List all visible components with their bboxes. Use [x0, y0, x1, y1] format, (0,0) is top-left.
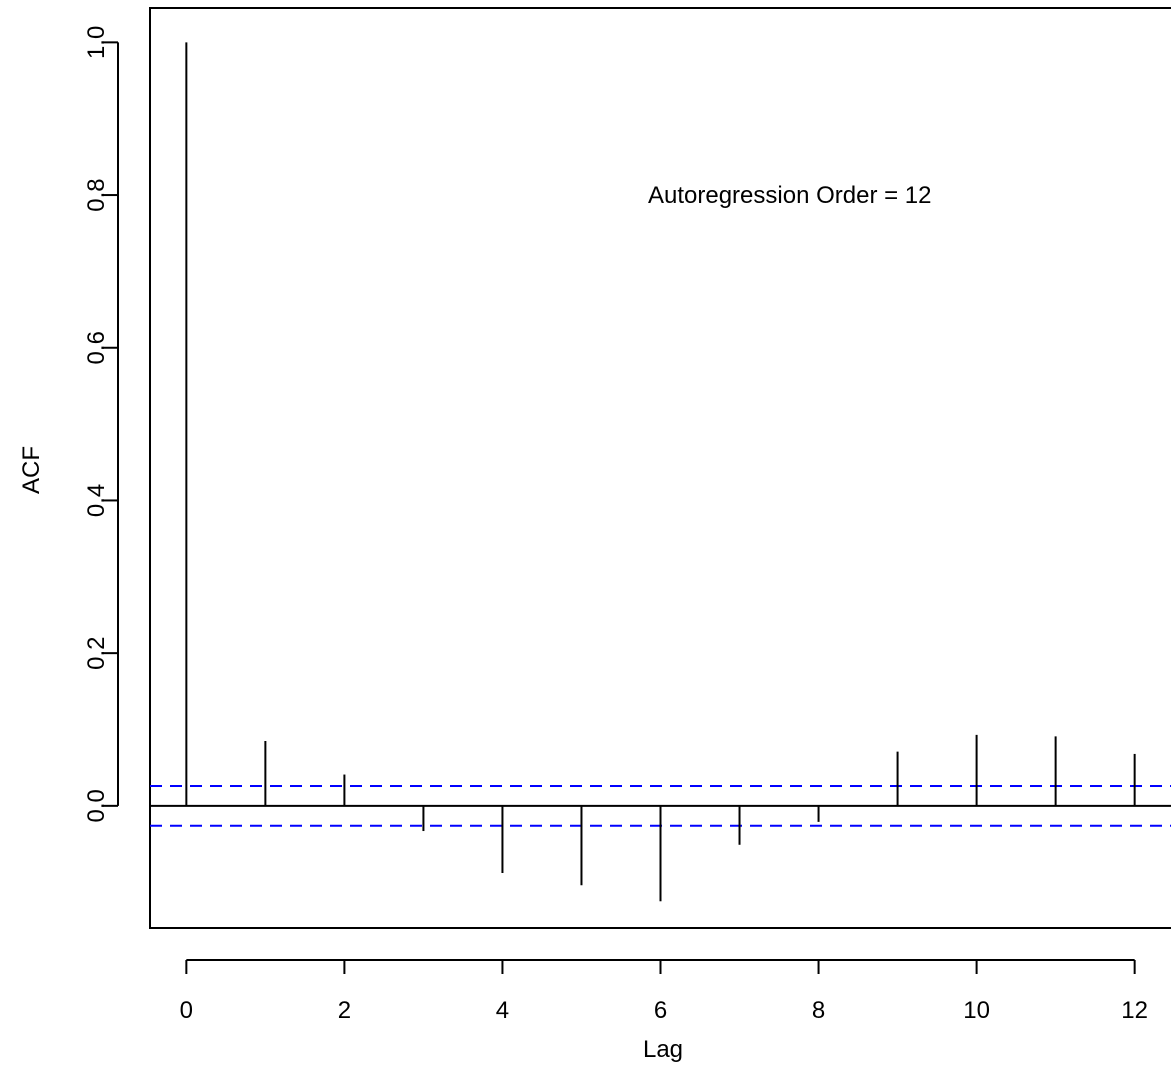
chart-annotation: Autoregression Order = 12 [648, 182, 932, 209]
y-tick-label-0.8: 0.8 [83, 178, 110, 211]
x-tick-label-0: 0 [180, 997, 193, 1024]
y-tick-label-1: 1.0 [83, 26, 110, 59]
x-tick-label-8: 8 [812, 997, 825, 1024]
plot-frame [149, 7, 1171, 929]
plot-frame-layer [149, 7, 1171, 929]
x-tick-label-10: 10 [963, 997, 990, 1024]
y-axis-label: ACF [18, 446, 45, 494]
x-tick-label-4: 4 [496, 997, 509, 1024]
y-tick-label-0.2: 0.2 [83, 636, 110, 669]
x-tick-label-12: 12 [1121, 997, 1148, 1024]
y-tick-label-0.4: 0.4 [83, 484, 110, 517]
x-tick-label-6: 6 [654, 997, 667, 1024]
x-tick-label-2: 2 [338, 997, 351, 1024]
y-tick-label-0: 0.0 [83, 789, 110, 822]
y-tick-label-0.6: 0.6 [83, 331, 110, 364]
x-axis-label: Lag [643, 1036, 683, 1063]
spike-layer [150, 42, 1171, 902]
axis-layer: 0 2 4 6 8 10 12 0.0 0.2 0.4 0.6 0.8 1.0 [83, 26, 1148, 1024]
